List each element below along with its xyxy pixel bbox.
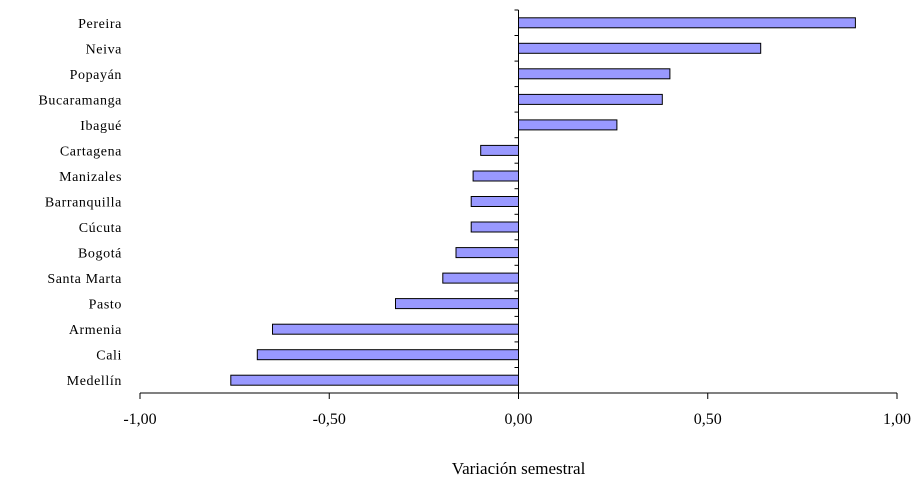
category-labels: Pereira Neiva Popayán Bucaramanga Ibagué Cart… bbox=[38, 17, 123, 389]
category-label-4: Ibagué bbox=[80, 119, 122, 134]
x-tick-label-1: -0,50 bbox=[313, 411, 346, 428]
bar-10 bbox=[442, 272, 519, 284]
category-label-6: Manizales bbox=[59, 170, 122, 185]
bar-14 bbox=[230, 374, 520, 386]
bar-6 bbox=[472, 170, 520, 182]
category-label-5: Cartagena bbox=[60, 144, 122, 159]
category-label-1: Neiva bbox=[86, 42, 123, 57]
x-axis-tick-labels: -1,00 -0,50 0,00 0,50 1,00 bbox=[123, 411, 911, 428]
bar-8 bbox=[470, 221, 520, 233]
x-tick-label-2: 0,00 bbox=[505, 411, 533, 428]
category-label-12: Armenia bbox=[69, 323, 122, 338]
bar-5 bbox=[480, 144, 520, 156]
bar-4 bbox=[518, 119, 618, 131]
category-label-13: Cali bbox=[96, 349, 122, 364]
bar-12 bbox=[272, 323, 519, 335]
category-label-9: Bogotá bbox=[78, 247, 122, 262]
category-label-11: Pasto bbox=[89, 298, 122, 313]
category-label-0: Pereira bbox=[78, 17, 122, 32]
x-tick-label-4: 1,00 bbox=[883, 411, 911, 428]
bar-13 bbox=[256, 349, 519, 361]
x-axis-title: Variación semestral bbox=[452, 459, 586, 478]
category-label-2: Popayán bbox=[70, 68, 122, 83]
category-label-8: Cúcuta bbox=[79, 221, 122, 236]
category-label-14: Medellín bbox=[67, 374, 122, 389]
bar-11 bbox=[395, 298, 519, 310]
bar-1 bbox=[518, 42, 762, 54]
category-label-3: Bucaramanga bbox=[38, 93, 122, 108]
bar-2 bbox=[518, 68, 671, 80]
x-tick-label-3: 0,50 bbox=[694, 411, 722, 428]
x-tick-label-0: -1,00 bbox=[123, 411, 156, 428]
category-label-10: Santa Marta bbox=[47, 272, 122, 287]
bar-9 bbox=[455, 247, 519, 259]
category-label-7: Barranquilla bbox=[45, 196, 122, 211]
x-axis-ticks bbox=[139, 393, 898, 399]
bar-3 bbox=[518, 93, 663, 105]
bar-7 bbox=[470, 196, 520, 207]
bars-group bbox=[230, 17, 856, 386]
bar-0 bbox=[518, 17, 856, 29]
